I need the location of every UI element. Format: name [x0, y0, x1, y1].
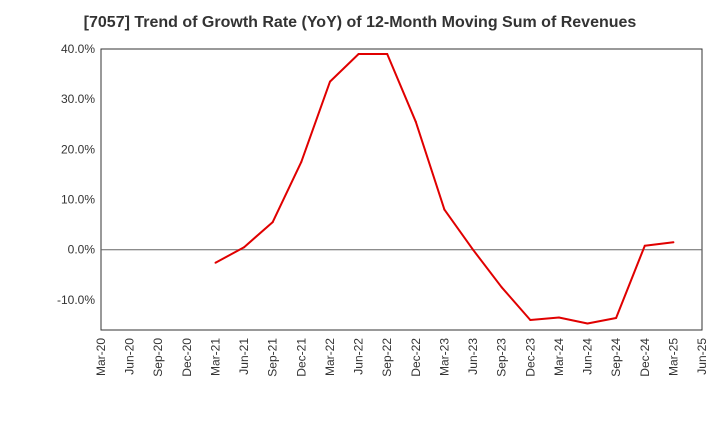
data-point [500, 286, 503, 289]
data-point [586, 322, 589, 325]
x-tick-label: Mar-24 [552, 338, 566, 376]
x-tick-label: Dec-24 [638, 338, 652, 377]
x-tick-label: Dec-21 [294, 338, 308, 377]
data-point [214, 261, 217, 264]
x-tick-label: Jun-20 [123, 338, 137, 375]
x-tick-label: Mar-20 [94, 338, 108, 376]
x-tick-label: Jun-24 [581, 338, 595, 375]
x-tick-label: Sep-23 [495, 338, 509, 377]
x-tick-label: Mar-21 [208, 338, 222, 376]
x-tick-label: Jun-21 [237, 338, 251, 375]
axes [100, 48, 703, 331]
x-tick-label: Jun-23 [466, 338, 480, 375]
y-tick-label: 10.0% [61, 193, 95, 207]
x-tick-label: Sep-22 [380, 338, 394, 377]
data-point [271, 221, 274, 224]
x-tick-label: Mar-25 [666, 338, 680, 376]
series [214, 53, 675, 325]
y-tick-label: 20.0% [61, 142, 95, 156]
data-point [472, 248, 474, 251]
x-tick-label: Jun-22 [352, 338, 366, 375]
x-tick-label: Sep-24 [609, 338, 623, 377]
data-point [615, 317, 618, 319]
chart-title: [7057] Trend of Growth Rate (YoY) of 12-… [83, 14, 637, 31]
x-tick-label: Jun-25 [695, 338, 709, 375]
x-tick-label: Dec-20 [180, 338, 194, 377]
x-tick-label: Mar-23 [437, 338, 451, 376]
y-tick-label: -10.0% [57, 293, 95, 307]
plot-area [100, 48, 703, 331]
data-point [300, 160, 303, 163]
x-tick-label: Sep-20 [151, 338, 165, 377]
data-point [414, 120, 417, 123]
tick-labels: 40.0% 30.0% 20.0% 10.0% 0.0% -10.0% Mar-20 Jun-… [57, 42, 709, 377]
x-tick-label: Dec-23 [523, 338, 537, 377]
y-tick-label: 30.0% [61, 92, 95, 106]
y-tick-label: 0.0% [68, 243, 96, 257]
data-point [443, 208, 446, 211]
x-tick-label: Dec-22 [409, 338, 423, 377]
data-point [557, 316, 560, 319]
x-tick-label: Sep-21 [266, 338, 280, 377]
x-tick-label: Mar-22 [323, 338, 337, 376]
data-point [243, 246, 246, 249]
data-point [357, 53, 360, 55]
data-point [329, 80, 331, 83]
data-point [643, 244, 646, 247]
data-point [529, 319, 532, 321]
data-point [386, 53, 389, 55]
y-tick-label: 40.0% [61, 42, 95, 56]
data-point [672, 241, 675, 244]
